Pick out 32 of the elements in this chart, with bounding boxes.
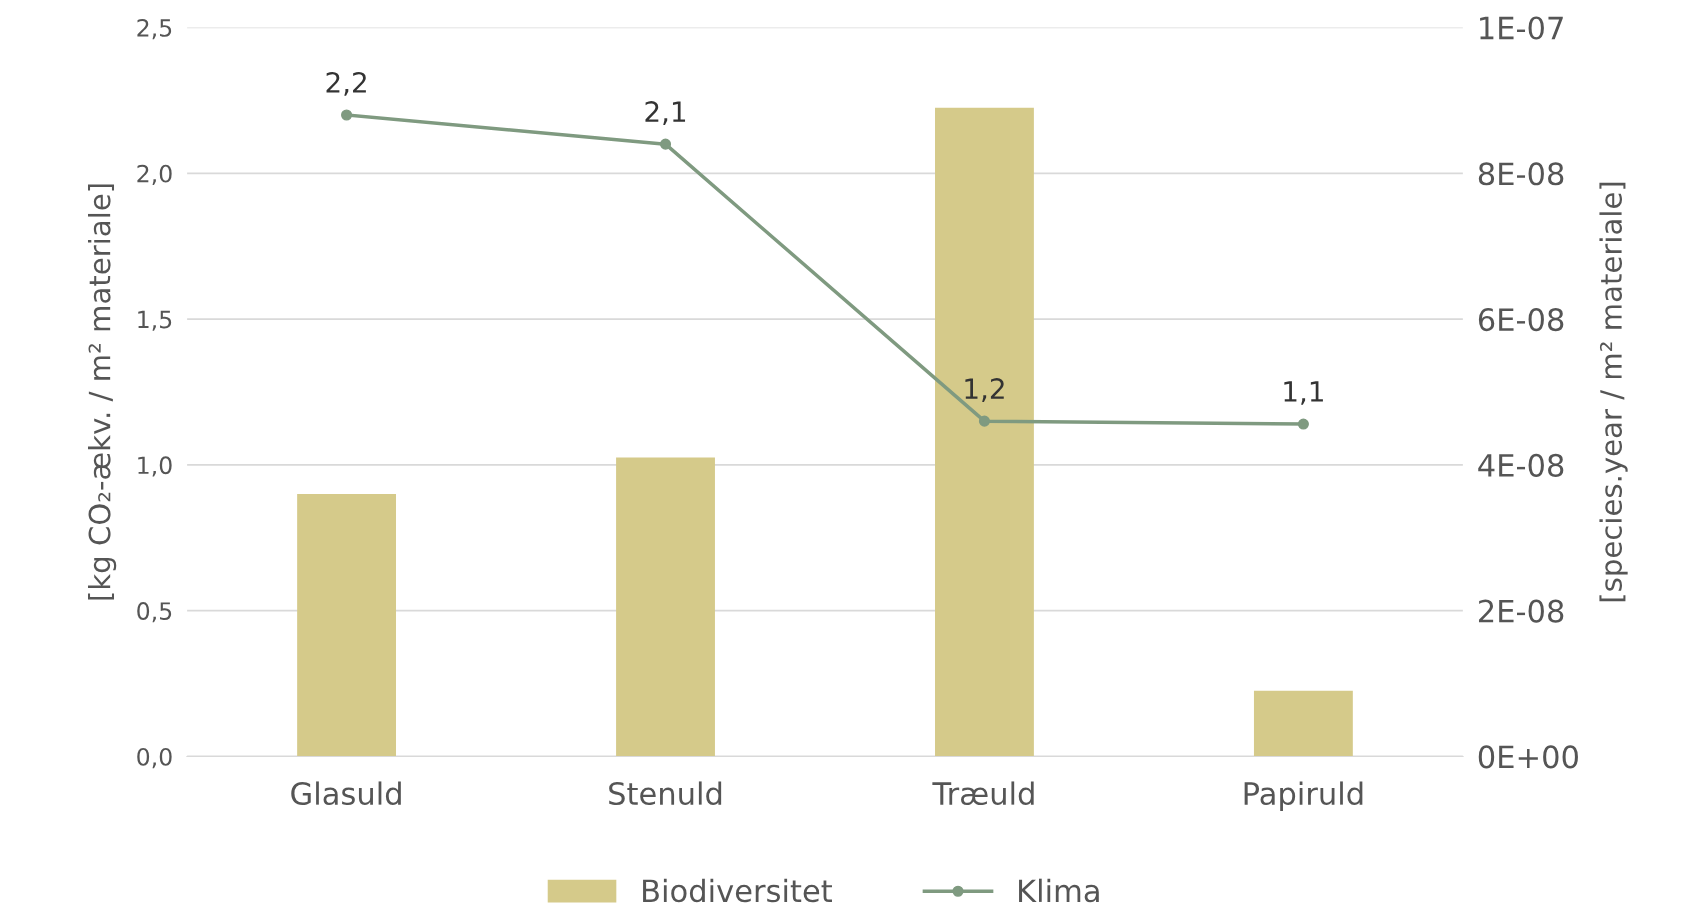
legend-label: Biodiversitet [643,878,832,903]
y2-tick-label: 0E+00 [1478,745,1578,769]
bar [1253,690,1353,757]
y2-tick-label: 4E-08 [1478,453,1564,477]
point [978,415,991,427]
y2-tick-label: 1E-07 [1480,16,1563,40]
y2-tick-label: 2E-08 [1478,599,1564,623]
y-tick-label: 1,0 [138,456,172,477]
y2-axis-title: [species.year / m² materiale] [1599,182,1628,602]
x-tick-label: Papiruld [1244,781,1363,811]
point [1297,418,1309,430]
data-label: 2,1 [645,101,686,125]
y-tick-label: 1,5 [138,310,172,331]
bar [616,457,715,757]
x-tick-label: Glasuld [291,781,401,806]
y-tick-label: 0,0 [137,747,172,769]
bar [935,107,1034,757]
x-tick-label: Stenuld [609,781,722,806]
data-label: 2,2 [326,71,366,96]
point [341,109,353,121]
y2-tick-label: 8E-08 [1478,162,1564,186]
legend-label: Klima [1019,878,1099,903]
y2-tick-label: 6E-08 [1478,308,1564,332]
bar [297,494,397,757]
x-tick-label: Træuld [932,781,1034,806]
y-tick-label: 2,0 [137,164,172,186]
point [659,138,672,150]
y-tick-label: 0,5 [137,602,172,623]
data-label: 1,1 [1284,381,1323,405]
data-label: 1,2 [965,378,1004,402]
y-tick-label: 2,5 [137,18,172,40]
y-axis-title: [kg CO₂-ækv. / m² materiale] [88,184,117,600]
